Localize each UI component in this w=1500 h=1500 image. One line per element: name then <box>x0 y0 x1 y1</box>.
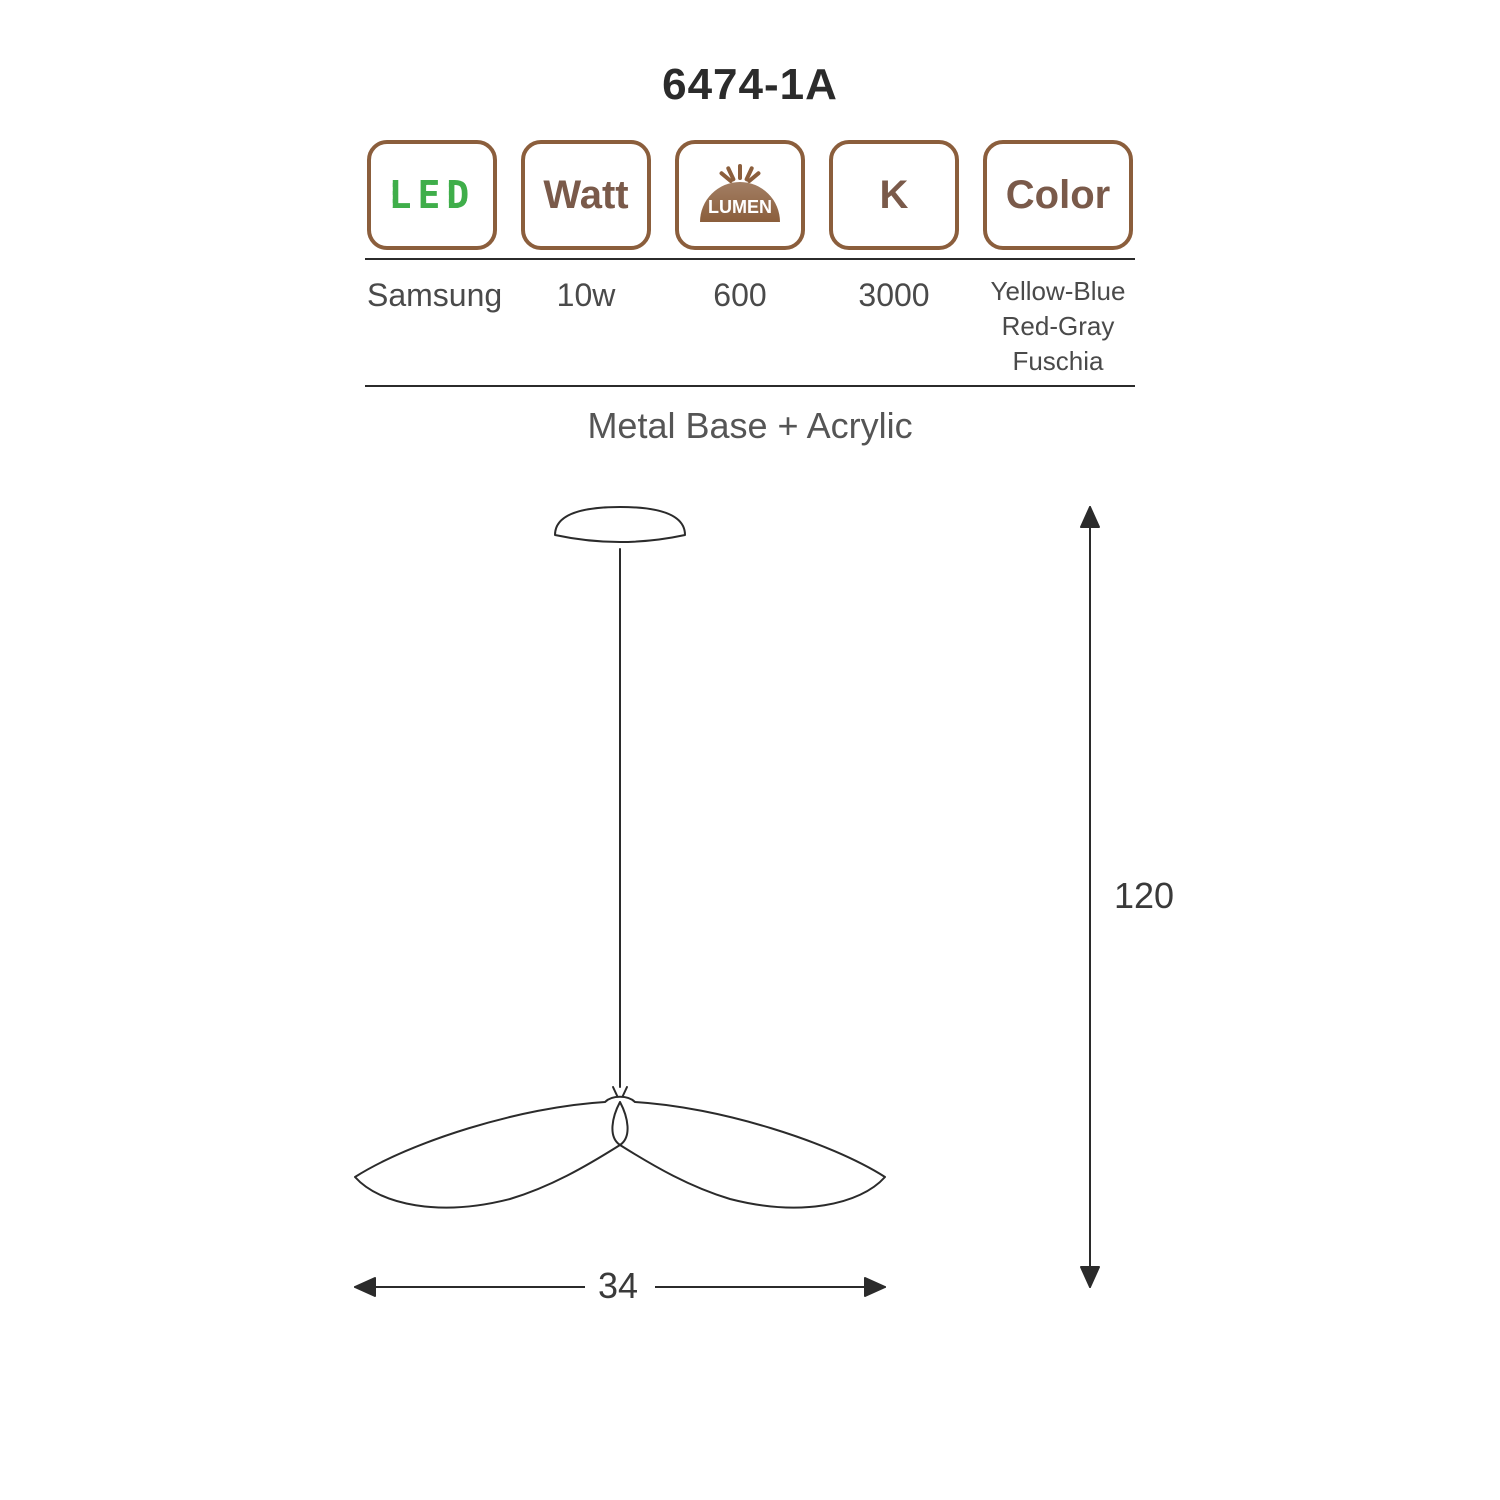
kelvin-label: K <box>880 173 909 218</box>
diagram-svg <box>260 487 1240 1367</box>
lumen-rays-icon <box>718 164 762 180</box>
dimension-height-label: 120 <box>1114 875 1174 917</box>
spec-values-row: Samsung 10w 600 3000 Yellow-BlueRed-Gray… <box>160 274 1340 379</box>
badge-color: Color <box>983 140 1133 250</box>
divider-bottom <box>365 385 1135 387</box>
model-number: 6474-1A <box>160 60 1340 110</box>
spec-badges-row: LED Watt LUMEN K Color <box>160 140 1340 250</box>
product-diagram: 34 120 <box>260 487 1240 1367</box>
led-icon: LED <box>389 173 476 217</box>
lumen-label: LUMEN <box>708 197 772 218</box>
material-text: Metal Base + Acrylic <box>160 405 1340 447</box>
value-led: Samsung <box>367 274 497 379</box>
value-kelvin: 3000 <box>829 274 959 379</box>
value-color: Yellow-BlueRed-GrayFuschia <box>983 274 1133 379</box>
watt-label: Watt <box>543 173 628 218</box>
dimension-width-label: 34 <box>598 1265 638 1307</box>
badge-kelvin: K <box>829 140 959 250</box>
value-watt: 10w <box>521 274 651 379</box>
color-label: Color <box>1006 173 1110 218</box>
divider-top <box>365 258 1135 260</box>
value-lumen: 600 <box>675 274 805 379</box>
badge-led: LED <box>367 140 497 250</box>
badge-lumen: LUMEN <box>675 140 805 250</box>
badge-watt: Watt <box>521 140 651 250</box>
lumen-sun-icon: LUMEN <box>700 182 780 222</box>
